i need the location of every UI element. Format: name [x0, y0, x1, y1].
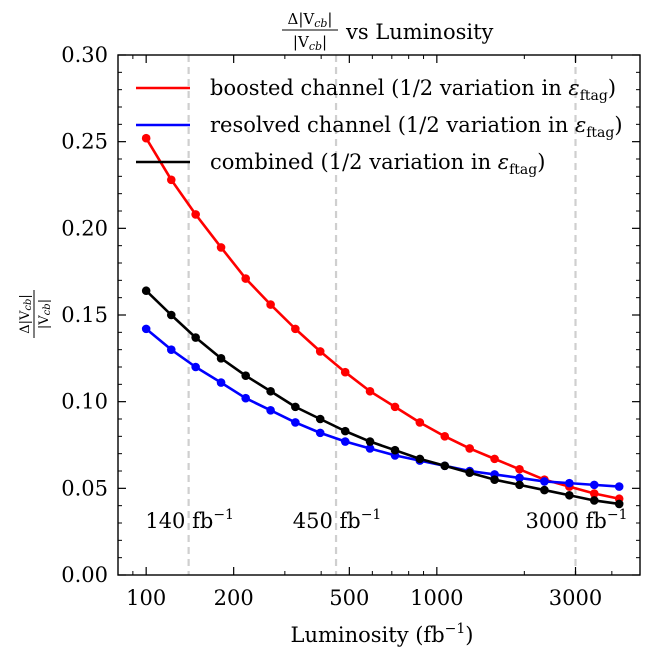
y-axis-title: Δ|Vcb| |Vcb| [18, 290, 53, 338]
y-tick-label: 0.20 [61, 216, 108, 240]
data-point [415, 418, 425, 427]
y-tick-label: 0.30 [61, 43, 108, 67]
reference-label-3000: 3000 fb−1 [526, 507, 628, 533]
y-tick-label: 0.25 [61, 130, 108, 154]
data-point [340, 437, 350, 446]
data-point [490, 475, 499, 484]
data-point [614, 499, 624, 509]
data-point [191, 210, 200, 219]
data-point [340, 426, 350, 436]
data-point [515, 480, 524, 490]
data-point [141, 286, 151, 296]
data-point [340, 367, 350, 377]
y-tick-label: 0.10 [61, 390, 108, 414]
title-numerator: Δ|Vcb| [288, 10, 333, 30]
legend-label-1: boosted channel (1/2 variation in εftag) [210, 76, 616, 104]
data-point [141, 324, 151, 334]
x-tick-label: 500 [329, 586, 369, 610]
legend-label-2: resolved channel (1/2 variation in εftag… [210, 113, 623, 141]
data-point [440, 461, 450, 471]
data-point [365, 386, 375, 396]
data-point [515, 473, 524, 483]
data-point [440, 432, 450, 441]
y-tick-label: 0.00 [61, 563, 108, 587]
data-point [241, 393, 250, 403]
ylabel-numerator: Δ|Vcb| [18, 294, 34, 334]
data-point [315, 347, 325, 356]
x-tick-label: 200 [214, 586, 254, 610]
data-point [465, 468, 474, 478]
data-point [415, 454, 425, 464]
title-denominator: |Vcb| [293, 33, 327, 53]
data-point [565, 478, 574, 488]
data-point [291, 418, 300, 427]
data-point [216, 378, 226, 387]
data-point [315, 414, 325, 424]
data-point [216, 354, 226, 363]
reference-label-450: 450 fb−1 [293, 507, 382, 533]
data-point [540, 485, 549, 495]
legend: boosted channel (1/2 variation in εftag)… [136, 76, 623, 178]
x-axis-title: Luminosity (fb−1) [291, 621, 474, 647]
data-point [166, 345, 176, 354]
ylabel-denominator: |Vcb| [37, 299, 53, 329]
data-point [315, 428, 325, 438]
data-point [166, 175, 176, 185]
data-point [365, 444, 375, 453]
data-point [614, 482, 624, 491]
data-point [191, 362, 200, 372]
y-tick-label: 0.15 [61, 303, 108, 327]
data-point [540, 477, 549, 486]
x-tick-label: 100 [126, 586, 166, 610]
data-point [166, 310, 176, 320]
title-suffix: vs Luminosity [345, 20, 494, 44]
y-tick-label: 0.05 [61, 476, 108, 500]
data-point [191, 333, 200, 342]
data-point [141, 133, 151, 143]
reference-label-140: 140 fb−1 [145, 507, 234, 533]
data-point [565, 490, 574, 500]
data-point [266, 406, 275, 415]
data-point [216, 243, 226, 252]
data-point [266, 300, 275, 309]
series-line-1 [145, 137, 620, 501]
data-point [589, 489, 599, 498]
data-point [589, 496, 599, 505]
data-point [465, 444, 474, 453]
data-point [390, 445, 400, 455]
series-line-2 [145, 327, 620, 488]
data-point [589, 480, 599, 490]
data-point [266, 386, 275, 396]
x-tick-label: 3000 [549, 586, 602, 610]
x-tick-label: 1000 [410, 586, 463, 610]
legend-label-3: combined (1/2 variation in εftag) [210, 150, 545, 178]
data-point [490, 454, 499, 464]
series-line-3 [145, 289, 620, 506]
data-point [241, 371, 250, 380]
data-point [241, 274, 250, 283]
data-point [291, 402, 300, 412]
data-point [390, 402, 400, 412]
data-point [515, 464, 524, 474]
data-point [365, 437, 375, 446]
data-point [291, 324, 300, 334]
chart-title: Δ|Vcb| |Vcb| vs Luminosity [282, 10, 494, 53]
